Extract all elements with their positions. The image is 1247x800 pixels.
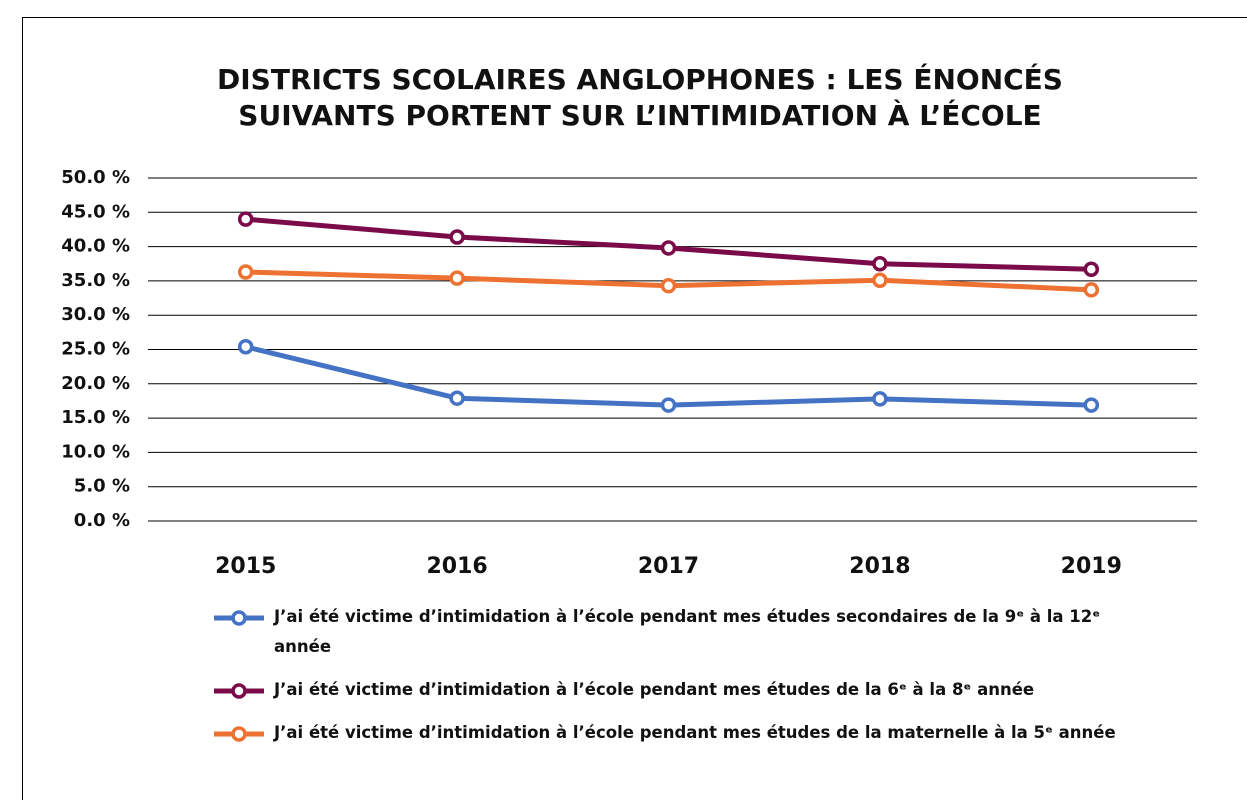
point bbox=[660, 397, 677, 413]
point bbox=[237, 339, 254, 355]
y-tick-label: 10.0 % bbox=[61, 441, 130, 462]
y-tick-label: 0.0 % bbox=[74, 510, 130, 531]
point bbox=[872, 272, 888, 288]
point bbox=[237, 264, 254, 280]
legend-marker bbox=[214, 610, 264, 626]
point bbox=[237, 211, 254, 227]
point bbox=[1083, 261, 1100, 277]
legend-point bbox=[231, 683, 247, 699]
legend-item: J’ai été victime d’intimidation à l’écol… bbox=[212, 718, 1152, 748]
legend-label: J’ai été victime d’intimidation à l’écol… bbox=[274, 607, 1101, 656]
y-tick-label: 20.0 % bbox=[61, 373, 130, 394]
point bbox=[872, 391, 888, 407]
point bbox=[660, 277, 677, 294]
y-tick-label: 25.0 % bbox=[61, 339, 130, 360]
point bbox=[449, 390, 465, 406]
point bbox=[872, 256, 888, 272]
x-tick-label: 2018 bbox=[849, 554, 910, 579]
legend-point bbox=[231, 726, 247, 742]
y-tick-label: 15.0 % bbox=[61, 407, 130, 428]
legend-marker bbox=[214, 726, 264, 742]
x-tick-label: 2019 bbox=[1061, 554, 1122, 579]
legend-label: J’ai été victime d’intimidation à l’écol… bbox=[274, 680, 1035, 699]
point bbox=[449, 270, 465, 286]
legend-marker bbox=[214, 683, 264, 699]
point bbox=[660, 240, 677, 256]
series-line bbox=[245, 344, 1092, 408]
y-tick-label: 40.0 % bbox=[61, 236, 130, 257]
legend-item: J’ai été victime d’intimidation à l’écol… bbox=[212, 675, 1152, 705]
y-tick-label: 45.0 % bbox=[61, 201, 130, 222]
legend-label: J’ai été victime d’intimidation à l’écol… bbox=[274, 723, 1116, 742]
y-tick-label: 35.0 % bbox=[61, 270, 130, 291]
y-tick-label: 30.0 % bbox=[61, 304, 130, 325]
x-tick-label: 2016 bbox=[426, 554, 487, 579]
y-tick-label: 50.0 % bbox=[61, 167, 130, 188]
chart-title: DISTRICTS SCOLAIRES ANGLOPHONES : LES ÉN… bbox=[217, 63, 1063, 132]
x-tick-label: 2017 bbox=[638, 554, 699, 579]
legend-item: J’ai été victime d’intimidation à l’écol… bbox=[212, 602, 1152, 662]
point bbox=[1083, 282, 1100, 298]
point bbox=[1083, 397, 1100, 413]
chart-border bbox=[22, 17, 1247, 800]
point bbox=[449, 229, 465, 245]
chart: 0.0 % 5.0 % 10.0 % 15.0 % 20.0 % 25.0 % 30.0 %… bbox=[61, 167, 1197, 579]
y-tick-label: 5.0 % bbox=[74, 476, 130, 497]
legend: J’ai été victime d’intimidation à l’écol… bbox=[212, 602, 1152, 761]
x-tick-label: 2015 bbox=[215, 554, 276, 579]
legend-point bbox=[231, 610, 247, 626]
